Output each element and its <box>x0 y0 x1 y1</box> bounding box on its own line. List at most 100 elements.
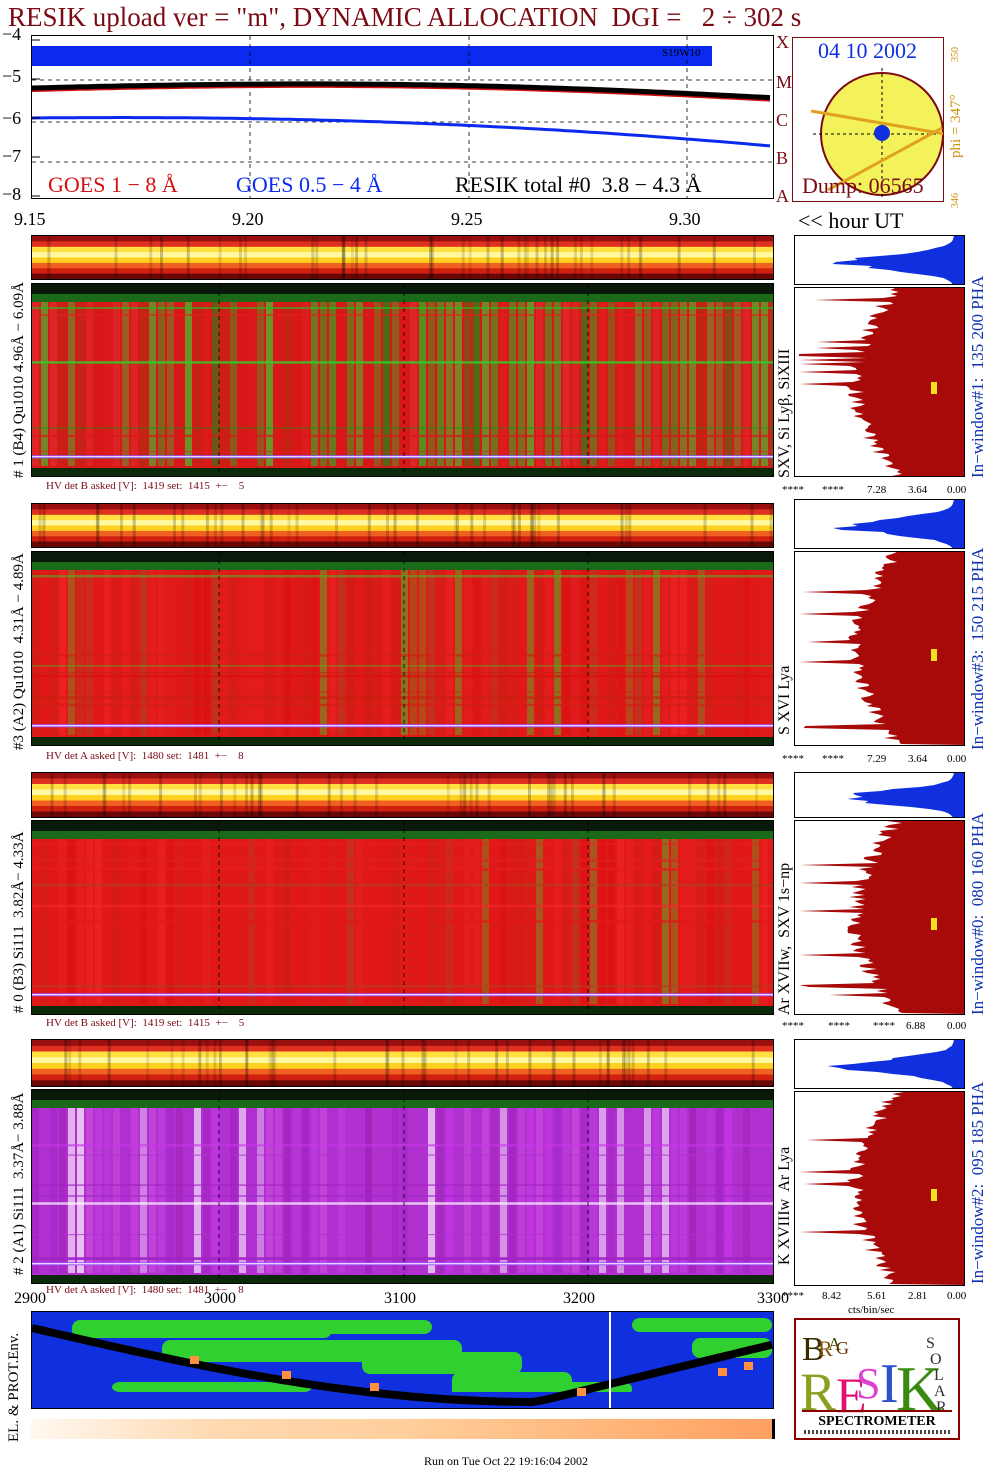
spectro-col-1-477 <box>509 570 516 735</box>
spectro-col-3-198 <box>230 1108 237 1273</box>
spectro-col-3-297 <box>329 1108 336 1273</box>
strip-streak-2-6 <box>102 773 106 817</box>
spectro-col-0-126 <box>158 302 165 466</box>
strip-streak-2-25 <box>688 773 692 817</box>
ch3-pha-tick-2: 7.29 <box>867 753 887 765</box>
strip-streak-3-0 <box>245 1040 249 1086</box>
strip-streak-1-10 <box>456 504 459 547</box>
spectro-col-3-243 <box>275 1108 282 1273</box>
ch2-spectrogram <box>31 1089 774 1284</box>
spectro-col-1-378 <box>410 570 417 735</box>
strip-streak-0-26 <box>550 236 554 279</box>
strip-streak-3-31 <box>385 1040 389 1086</box>
strip-streak-1-38 <box>287 504 291 547</box>
spectro-col-3-522 <box>554 1108 561 1273</box>
orbit-land-0 <box>72 1320 332 1338</box>
orbit-map-plot <box>32 1312 773 1408</box>
strip-streak-2-38 <box>706 773 710 817</box>
spectro-col-3-612 <box>644 1108 651 1273</box>
spectro-col-1-216 <box>248 570 255 735</box>
spectro-col-1-189 <box>221 570 228 735</box>
logo-fineprint <box>804 1430 950 1434</box>
strip-band-3-5 <box>32 1068 773 1076</box>
orbit-marker-0 <box>190 1356 199 1364</box>
strip-streak-3-5 <box>623 1040 627 1086</box>
ch3-hv-line: HV det A asked [V]: 1480 set: 1481 +− 8 <box>46 750 244 762</box>
spectro-col-3-585 <box>617 1108 624 1273</box>
strip-streak-3-25 <box>64 1040 68 1086</box>
goes-lightcurve-panel <box>31 35 774 199</box>
spectro-col-1-279 <box>311 570 318 735</box>
logo-letter-e: E <box>836 1367 867 1416</box>
spectro-col-3-468 <box>500 1108 507 1273</box>
strip-streak-0-16 <box>149 236 153 279</box>
spectro-col-3-171 <box>203 1108 210 1273</box>
spectro-col-1-405 <box>437 570 444 735</box>
strip-streak-1-33 <box>750 504 754 547</box>
orbit-land-7 <box>632 1318 772 1332</box>
orbit-land-2 <box>362 1352 522 1374</box>
strip-streak-3-13 <box>386 1040 390 1086</box>
spectro-col-0-342 <box>374 302 381 466</box>
strip-streak-1-25 <box>517 504 521 547</box>
pha-small-histogram-2 <box>847 773 964 817</box>
spectro-col-3-513 <box>545 1108 552 1273</box>
strip-streak-3-10 <box>598 1040 602 1086</box>
spectro-col-0-63 <box>95 302 102 466</box>
spectro-top-dark-1 <box>32 552 773 562</box>
spectro-col-1-108 <box>140 570 147 735</box>
spectro-col-1-504 <box>536 570 543 735</box>
phi-scale-top: 350 <box>950 47 961 62</box>
spectro-col-1-135 <box>167 570 174 735</box>
ch2-pha-histogram <box>794 1091 965 1286</box>
pha-small-histogram-3 <box>827 1040 964 1088</box>
strip-streak-1-27 <box>454 504 458 547</box>
strip-streak-1-19 <box>620 504 624 547</box>
strip-band-0-6 <box>32 268 773 275</box>
spectro-col-3-630 <box>662 1108 669 1273</box>
ch2-pha-tick-2: 5.61 <box>867 1290 887 1302</box>
ch3-top-strip <box>31 503 774 548</box>
strip-streak-2-21 <box>353 773 357 817</box>
orbit-land-4 <box>112 1382 312 1392</box>
strip-streak-3-17 <box>218 1040 222 1086</box>
strip-band-3-4 <box>32 1063 773 1070</box>
strip-streak-2-22 <box>469 773 473 817</box>
strip-band-1-3 <box>32 520 773 526</box>
spectro-col-3-117 <box>149 1108 156 1273</box>
spectro-col-3-405 <box>437 1108 444 1273</box>
strip-streak-1-15 <box>205 504 209 547</box>
spectro-col-1-549 <box>581 570 588 735</box>
spectro-col-1-468 <box>500 570 507 735</box>
strip-band-1-2 <box>32 514 773 521</box>
strip-streak-2-17 <box>128 773 132 817</box>
phi-scale-bottom: 346 <box>950 193 961 208</box>
spectro-col-0-504 <box>536 302 543 466</box>
logo-letter-l: L <box>934 1367 944 1384</box>
strip-streak-0-28 <box>341 236 345 279</box>
spectro-col-0-432 <box>464 302 471 466</box>
strip-streak-2-30 <box>159 773 163 817</box>
strip-band-2-6 <box>32 806 773 812</box>
logo-letter-r1: R <box>818 1336 833 1361</box>
pha-big-histogram-2 <box>799 821 964 1014</box>
strip-streak-2-33 <box>612 773 616 817</box>
spectro-col-0-324 <box>356 302 363 466</box>
spectro-col-3-36 <box>68 1108 75 1273</box>
spectro-col-3-450 <box>482 1108 489 1273</box>
spectro-col-3-234 <box>266 1108 273 1273</box>
spectro-top-dark-0 <box>32 284 773 294</box>
spectro-col-1-333 <box>365 570 372 735</box>
legend-resik-total: RESIK total #0 3.8 − 4.3 Å <box>455 172 702 197</box>
spectro-col-3-486 <box>518 1108 525 1273</box>
spectro-col-0-693 <box>725 302 732 466</box>
spectro-bottom-dark-1 <box>32 737 773 745</box>
ch3-pha-tick-1: **** <box>822 753 844 765</box>
spectro-col-0-657 <box>689 302 696 466</box>
spectro-col-0-72 <box>104 302 111 466</box>
strip-streak-1-11 <box>95 504 99 547</box>
spectro-col-0-270 <box>302 302 309 466</box>
strip-streak-0-34 <box>627 236 631 279</box>
strip-band-3-7 <box>32 1080 773 1086</box>
ch0-pha-tick-2: **** <box>873 1020 895 1032</box>
